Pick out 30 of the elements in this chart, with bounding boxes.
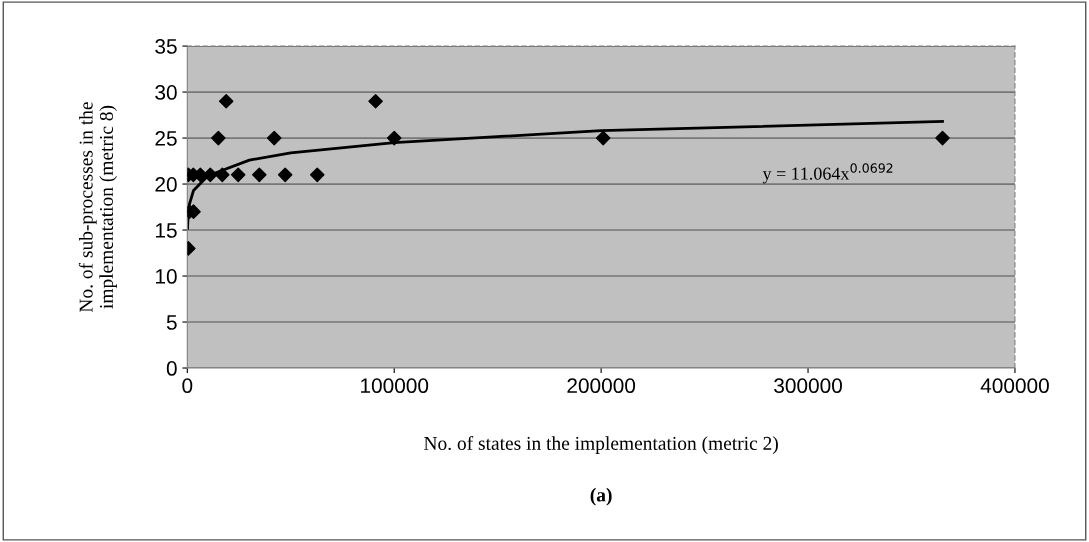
y-tick-label: 0 bbox=[166, 361, 177, 376]
x-tick-label: 0 bbox=[182, 378, 193, 394]
point bbox=[277, 167, 293, 183]
point bbox=[211, 130, 226, 146]
point bbox=[230, 167, 246, 183]
point bbox=[595, 130, 611, 146]
point bbox=[386, 130, 402, 146]
x-axis-title: No. of states in the implementation (metric 2) bbox=[424, 436, 778, 454]
y-tick-label: 5 bbox=[166, 315, 177, 330]
x-tick-label: 300000 bbox=[774, 378, 842, 394]
y-axis-title: No. of sub-processes in the implementation (metric 8) bbox=[78, 102, 117, 313]
point bbox=[218, 93, 234, 109]
y-tick-label: 25 bbox=[155, 131, 177, 146]
y-tick-label: 10 bbox=[156, 269, 177, 284]
y-tick-label: 35 bbox=[155, 39, 177, 54]
x-tick-label: 200000 bbox=[567, 378, 636, 394]
y-tick-label: 15 bbox=[156, 223, 177, 238]
y-tick-label: 30 bbox=[155, 85, 177, 100]
y-tick-label: 20 bbox=[155, 177, 177, 192]
annotation: y = 11.064x$^{0.0692}$ bbox=[762, 163, 893, 184]
point bbox=[187, 204, 201, 219]
x-tick-label: 400000 bbox=[980, 378, 1049, 394]
point bbox=[935, 130, 950, 146]
point bbox=[266, 130, 282, 146]
point bbox=[309, 167, 325, 183]
point bbox=[368, 93, 383, 109]
point bbox=[252, 167, 267, 183]
x-tick-label: 100000 bbox=[361, 378, 429, 394]
text: (a) bbox=[590, 487, 612, 506]
point bbox=[214, 167, 230, 183]
